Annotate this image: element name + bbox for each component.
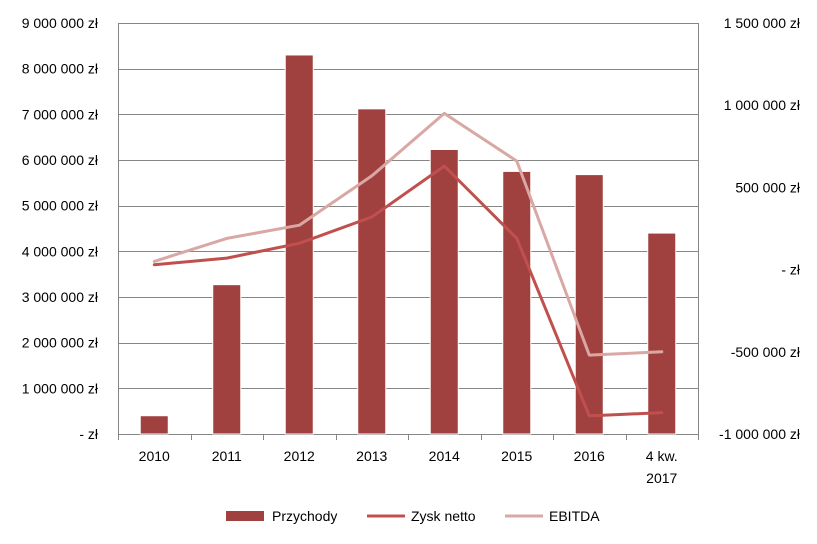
line-series — [152, 111, 664, 418]
bar-2011 — [212, 284, 242, 435]
x-tick-label: 2010 — [139, 448, 170, 464]
left-tick-label: 8 000 000 zł — [22, 61, 99, 77]
bar-2015 — [502, 170, 532, 435]
bar-2013 — [357, 108, 387, 435]
legend-label: EBITDA — [549, 508, 600, 524]
line-ebitda — [152, 111, 664, 357]
left-tick-label: 5 000 000 zł — [22, 198, 99, 214]
legend-swatch-przychody — [226, 511, 264, 521]
right-tick-label: 1 500 000 zł — [724, 15, 801, 31]
right-tick-label: -500 000 zł — [731, 344, 801, 360]
bar-2014 — [429, 148, 459, 435]
left-tick-label: 1 000 000 zł — [22, 380, 99, 396]
x-tick-label: 2013 — [356, 448, 387, 464]
left-tick-label: - zł — [79, 426, 99, 442]
bar-4-kw-2017 — [647, 232, 677, 435]
legend: Przychody Zysk netto EBITDA — [226, 508, 600, 524]
x-tick-label: 2012 — [284, 448, 315, 464]
bar-2010 — [139, 415, 169, 435]
bar-series-przychody — [139, 54, 677, 435]
right-tick-label: 1 000 000 zł — [724, 97, 801, 113]
left-tick-label: 2 000 000 zł — [22, 335, 99, 351]
line-zysk-netto — [152, 164, 664, 418]
x-tick-label: 2017 — [646, 470, 677, 486]
x-tick-label: 2016 — [574, 448, 605, 464]
right-tick-label: -1 000 000 zł — [719, 426, 801, 442]
right-tick-label: - zł — [781, 262, 801, 278]
left-tick-label: 4 000 000 zł — [22, 243, 99, 259]
left-tick-label: 3 000 000 zł — [22, 289, 99, 305]
left-tick-label: 6 000 000 zł — [22, 152, 99, 168]
right-tick-label: 500 000 zł — [735, 179, 800, 195]
x-tick-label: 4 kw. — [646, 448, 678, 464]
left-axis-ticks: - zł 1 000 000 zł 2 000 000 zł 3 000 000 zł… — [22, 15, 99, 442]
x-axis-ticks: 2010 2011 2012 2013 2014 2015 2016 4 kw. 2017 — [139, 448, 678, 486]
right-axis-ticks: -1 000 000 zł -500 000 zł - zł 500 000 zł 1 … — [719, 15, 801, 442]
left-tick-label: 7 000 000 zł — [22, 106, 99, 122]
x-tick-label: 2015 — [501, 448, 532, 464]
legend-label: Przychody — [272, 508, 337, 524]
legend-label: Zysk netto — [411, 508, 476, 524]
x-tick-label: 2011 — [212, 448, 242, 464]
left-tick-label: 9 000 000 zł — [22, 15, 99, 31]
x-tick-label: 2014 — [429, 448, 460, 464]
gridlines — [118, 23, 699, 440]
